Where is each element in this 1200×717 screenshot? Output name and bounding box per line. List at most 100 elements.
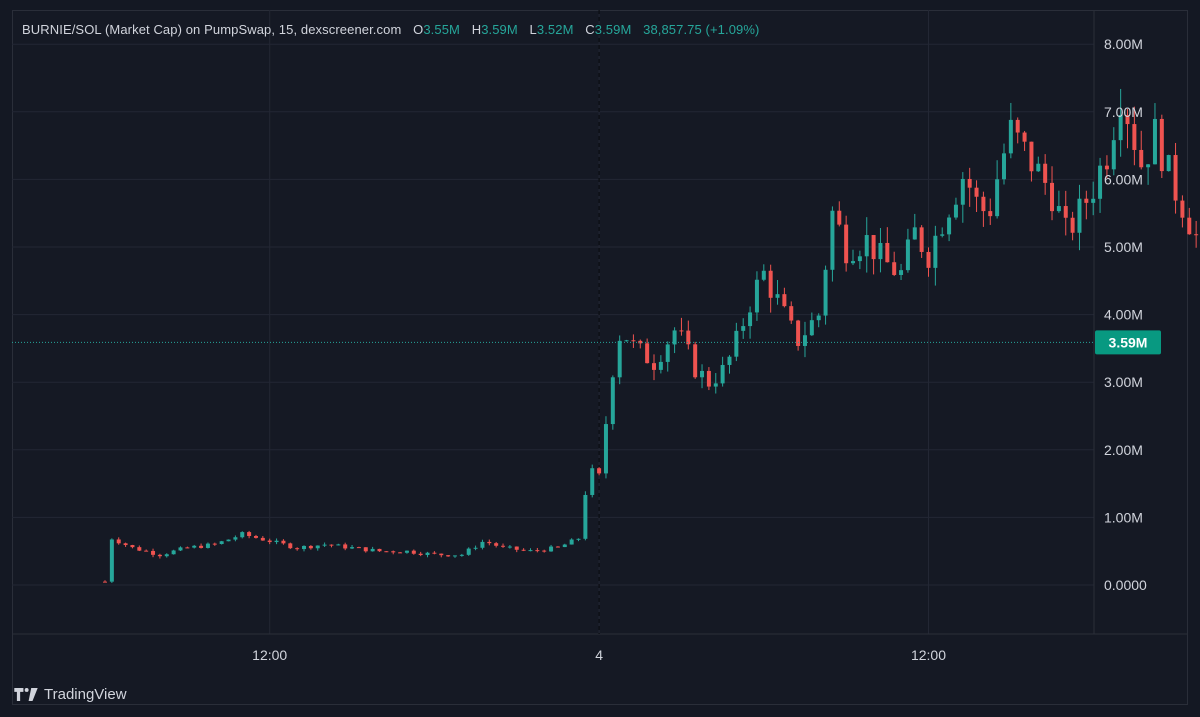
- candle-body: [768, 270, 773, 298]
- candle-body: [404, 550, 409, 553]
- candle-body: [816, 315, 821, 321]
- candle-body: [851, 261, 856, 264]
- candle-body: [130, 545, 135, 548]
- candle-body: [1104, 165, 1109, 170]
- candle-body: [988, 211, 993, 217]
- candle-body: [1146, 164, 1151, 168]
- candle-body: [233, 537, 238, 540]
- candle-body: [1091, 198, 1096, 203]
- candle-body: [693, 344, 698, 378]
- change-value: 38,857.75 (+1.09%): [643, 22, 760, 37]
- candle-body: [967, 178, 972, 188]
- candle-body: [507, 546, 512, 548]
- candle-body: [919, 227, 924, 252]
- open-label: O: [413, 22, 424, 37]
- candle-body: [1125, 115, 1130, 125]
- candle-body: [473, 547, 478, 549]
- candle-body: [1152, 118, 1157, 165]
- candle-body: [432, 552, 437, 554]
- candle-body: [109, 539, 114, 582]
- candle-body: [205, 543, 210, 548]
- candle-body: [1194, 234, 1199, 236]
- candle-body: [157, 554, 162, 557]
- candle-body: [253, 536, 258, 538]
- candle-body: [912, 227, 917, 240]
- candle-body: [542, 550, 547, 552]
- candle-body: [315, 545, 320, 549]
- candle-body: [240, 532, 245, 538]
- close-label: C: [585, 22, 595, 37]
- candle-body: [356, 547, 361, 549]
- candle-body: [178, 547, 183, 551]
- candle-body: [1022, 132, 1027, 142]
- candle-body: [741, 326, 746, 331]
- candle-body: [1084, 198, 1089, 203]
- price-axis[interactable]: 8.00M 7.00M 6.00M 5.00M 4.00M 3.00M 2.00M 1.00M…: [1104, 36, 1147, 593]
- candle-body: [823, 269, 828, 316]
- candle-body: [686, 330, 691, 345]
- tradingview-branding[interactable]: TradingView: [14, 686, 127, 703]
- candle-body: [809, 320, 814, 336]
- candle-body: [350, 547, 355, 549]
- price-tick-label: 7.00M: [1104, 104, 1143, 120]
- candle-body: [425, 552, 430, 556]
- candle-body: [775, 294, 780, 298]
- candle-body: [748, 312, 753, 327]
- candle-body: [535, 550, 540, 552]
- chart-legend: BURNIE/SOL (Market Cap) on PumpSwap, 15,…: [22, 22, 759, 37]
- candle-body: [720, 364, 725, 384]
- candle-body: [1063, 206, 1068, 218]
- high-value: 3.59M: [481, 22, 518, 37]
- candle-body: [549, 546, 554, 552]
- symbol-title[interactable]: BURNIE/SOL (Market Cap) on PumpSwap, 15,…: [22, 22, 402, 37]
- candle-body: [1036, 163, 1041, 172]
- candle-body: [377, 548, 382, 552]
- time-tick-label: 4: [595, 647, 603, 663]
- candle-body: [494, 543, 499, 546]
- candle-body: [466, 548, 471, 555]
- candle-body: [562, 544, 567, 548]
- candle-body: [878, 242, 883, 260]
- price-tick-label: 8.00M: [1104, 36, 1143, 52]
- candle-body: [569, 539, 574, 545]
- low-label: L: [529, 22, 537, 37]
- price-tick-label: 5.00M: [1104, 239, 1143, 255]
- candle-body: [796, 320, 801, 346]
- open-value: 3.55M: [423, 22, 460, 37]
- candle-body: [645, 343, 650, 364]
- low-value: 3.52M: [536, 22, 574, 37]
- price-tick-label: 1.00M: [1104, 509, 1143, 525]
- candle-body: [446, 555, 451, 557]
- candle-body: [706, 370, 711, 387]
- candle-body: [1159, 118, 1164, 172]
- candle-body: [274, 540, 279, 543]
- candle-body: [260, 537, 265, 541]
- candle-body: [116, 539, 121, 544]
- candle-body: [933, 235, 938, 268]
- candle-body: [974, 187, 979, 197]
- candle-body: [658, 361, 663, 370]
- candle-body: [871, 235, 876, 260]
- price-tick-label: 4.00M: [1104, 307, 1143, 323]
- candle-body: [1187, 217, 1192, 235]
- candle-body: [617, 340, 622, 378]
- candle-body: [638, 340, 643, 344]
- candle-body: [700, 370, 705, 378]
- candle-body: [1056, 206, 1061, 212]
- candle-body: [1029, 141, 1034, 172]
- candle-body: [905, 239, 910, 271]
- candle-body: [665, 344, 670, 362]
- candle-body: [864, 235, 869, 257]
- candle-body: [1077, 198, 1082, 233]
- candle-body: [151, 550, 156, 555]
- grid-lines: [12, 10, 1188, 635]
- last-price-tag-bg: [1095, 330, 1161, 355]
- candle-body: [398, 552, 403, 554]
- candle-body: [302, 545, 307, 550]
- candle-body: [144, 550, 149, 552]
- candle-body: [219, 541, 224, 544]
- candle-body: [892, 262, 897, 275]
- candle-body: [830, 210, 835, 270]
